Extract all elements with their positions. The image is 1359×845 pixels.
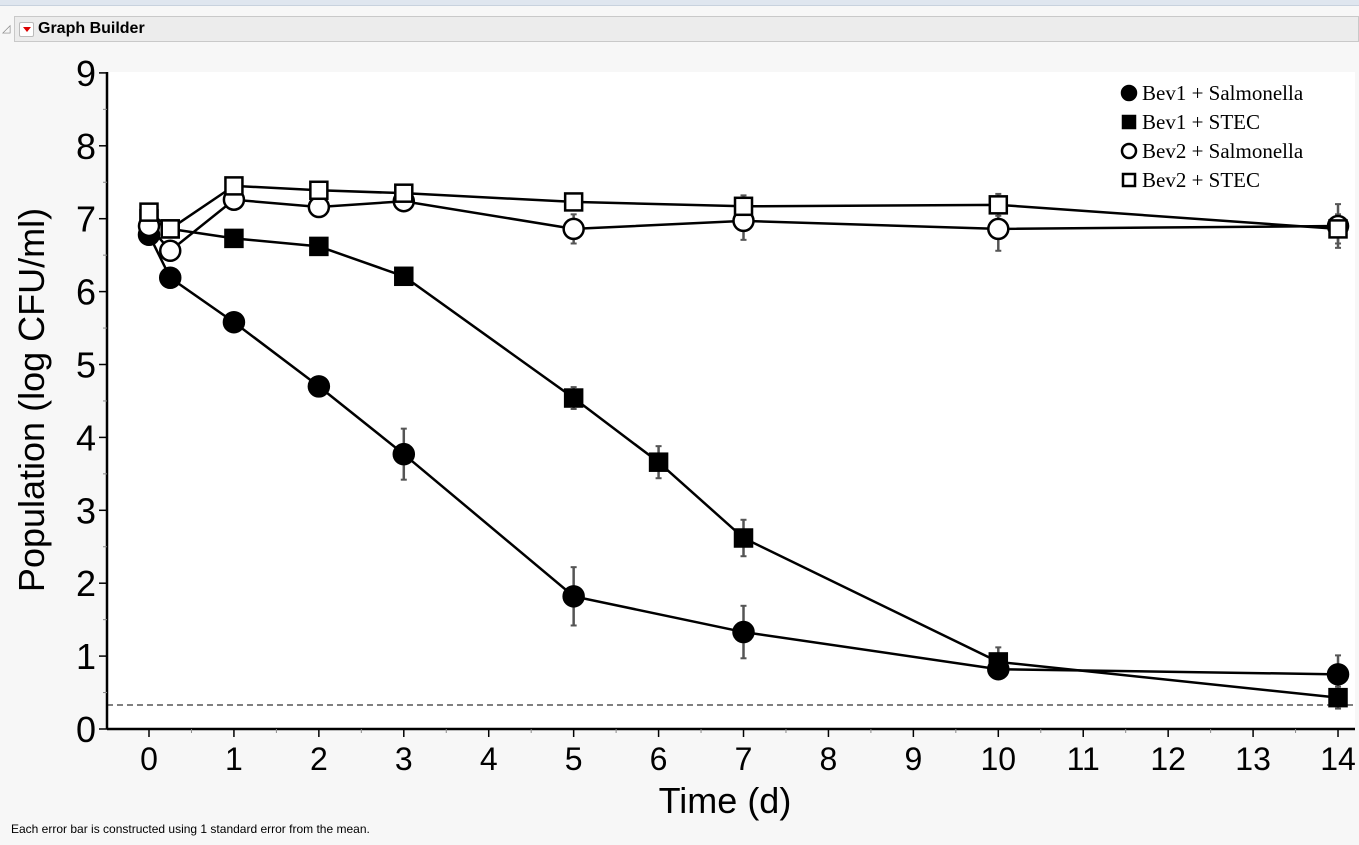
y-tick-label: 8 bbox=[76, 126, 96, 167]
data-point bbox=[562, 585, 585, 608]
y-tick-label: 9 bbox=[76, 53, 96, 94]
y-tick-label: 0 bbox=[76, 709, 96, 750]
x-tick-label: 11 bbox=[1067, 741, 1100, 777]
data-point bbox=[732, 620, 755, 644]
x-axis-label: Time (d) bbox=[659, 780, 792, 821]
x-tick-label: 14 bbox=[1320, 741, 1356, 777]
data-point bbox=[158, 239, 182, 263]
disclosure-triangle-icon[interactable]: ◿ bbox=[2, 23, 11, 35]
series-markers bbox=[139, 176, 1348, 239]
data-point bbox=[394, 266, 414, 287]
data-point bbox=[733, 528, 754, 548]
y-tick-label: 4 bbox=[76, 417, 96, 458]
legend-label: Bev1 + STEC bbox=[1142, 110, 1260, 134]
data-point bbox=[392, 442, 416, 466]
y-tick-label: 3 bbox=[76, 490, 96, 531]
data-point bbox=[648, 452, 669, 472]
data-point bbox=[307, 195, 331, 219]
legend-marker bbox=[1121, 114, 1137, 130]
x-tick-label: 1 bbox=[225, 741, 243, 777]
data-point bbox=[1328, 219, 1348, 239]
data-point bbox=[563, 388, 584, 408]
x-tick-label: 0 bbox=[140, 741, 158, 777]
data-point bbox=[988, 652, 1009, 672]
legend-marker bbox=[1120, 84, 1138, 102]
legend-label: Bev2 + STEC bbox=[1142, 168, 1260, 192]
x-tick-label: 10 bbox=[981, 741, 1017, 777]
x-tick-label: 6 bbox=[650, 741, 668, 777]
y-tick-label: 1 bbox=[76, 636, 96, 677]
data-point bbox=[562, 217, 585, 241]
x-tick-label: 3 bbox=[395, 741, 413, 777]
x-tick-label: 2 bbox=[310, 741, 328, 777]
x-tick-label: 5 bbox=[565, 741, 583, 777]
data-point bbox=[309, 236, 329, 257]
y-tick-label: 5 bbox=[76, 345, 96, 386]
red-triangle-menu-icon[interactable] bbox=[19, 22, 34, 37]
x-tick-label: 9 bbox=[904, 741, 922, 777]
data-point bbox=[222, 310, 246, 334]
data-point bbox=[563, 192, 584, 212]
graph-builder-header bbox=[14, 16, 1359, 42]
data-point bbox=[394, 183, 414, 203]
data-point bbox=[139, 202, 159, 222]
series-markers bbox=[137, 223, 1350, 686]
data-point bbox=[224, 176, 244, 196]
data-point bbox=[160, 219, 180, 239]
data-point bbox=[158, 266, 182, 289]
data-point bbox=[307, 375, 331, 398]
legend-label: Bev1 + Salmonella bbox=[1142, 81, 1304, 105]
data-point bbox=[733, 196, 754, 217]
footnote: Each error bar is constructed using 1 st… bbox=[11, 822, 370, 836]
window-title: Graph Builder bbox=[38, 20, 145, 37]
x-tick-label: 13 bbox=[1235, 741, 1271, 777]
y-tick-label: 2 bbox=[76, 563, 96, 604]
legend-label: Bev2 + Salmonella bbox=[1142, 139, 1304, 163]
x-tick-label: 4 bbox=[480, 741, 498, 777]
legend-marker bbox=[1121, 172, 1137, 188]
series-line bbox=[148, 217, 1339, 699]
data-point bbox=[1328, 687, 1348, 708]
y-tick-label: 6 bbox=[76, 272, 96, 313]
data-point bbox=[988, 195, 1009, 215]
data-point bbox=[1326, 663, 1350, 686]
x-tick-label: 7 bbox=[735, 741, 753, 777]
data-point bbox=[309, 180, 329, 201]
data-point bbox=[224, 228, 244, 249]
x-tick-label: 12 bbox=[1150, 741, 1186, 777]
y-axis-label: Population (log CFU/ml) bbox=[11, 208, 52, 592]
data-point bbox=[987, 217, 1010, 241]
series-markers bbox=[139, 208, 1348, 708]
x-tick-label: 8 bbox=[820, 741, 838, 777]
y-tick-label: 7 bbox=[76, 199, 96, 240]
window-top-border bbox=[0, 0, 1359, 6]
legend-marker bbox=[1120, 142, 1138, 160]
legend: Bev1 + Salmonella Bev1 + STEC Bev2 + Salmo… bbox=[1120, 81, 1304, 192]
